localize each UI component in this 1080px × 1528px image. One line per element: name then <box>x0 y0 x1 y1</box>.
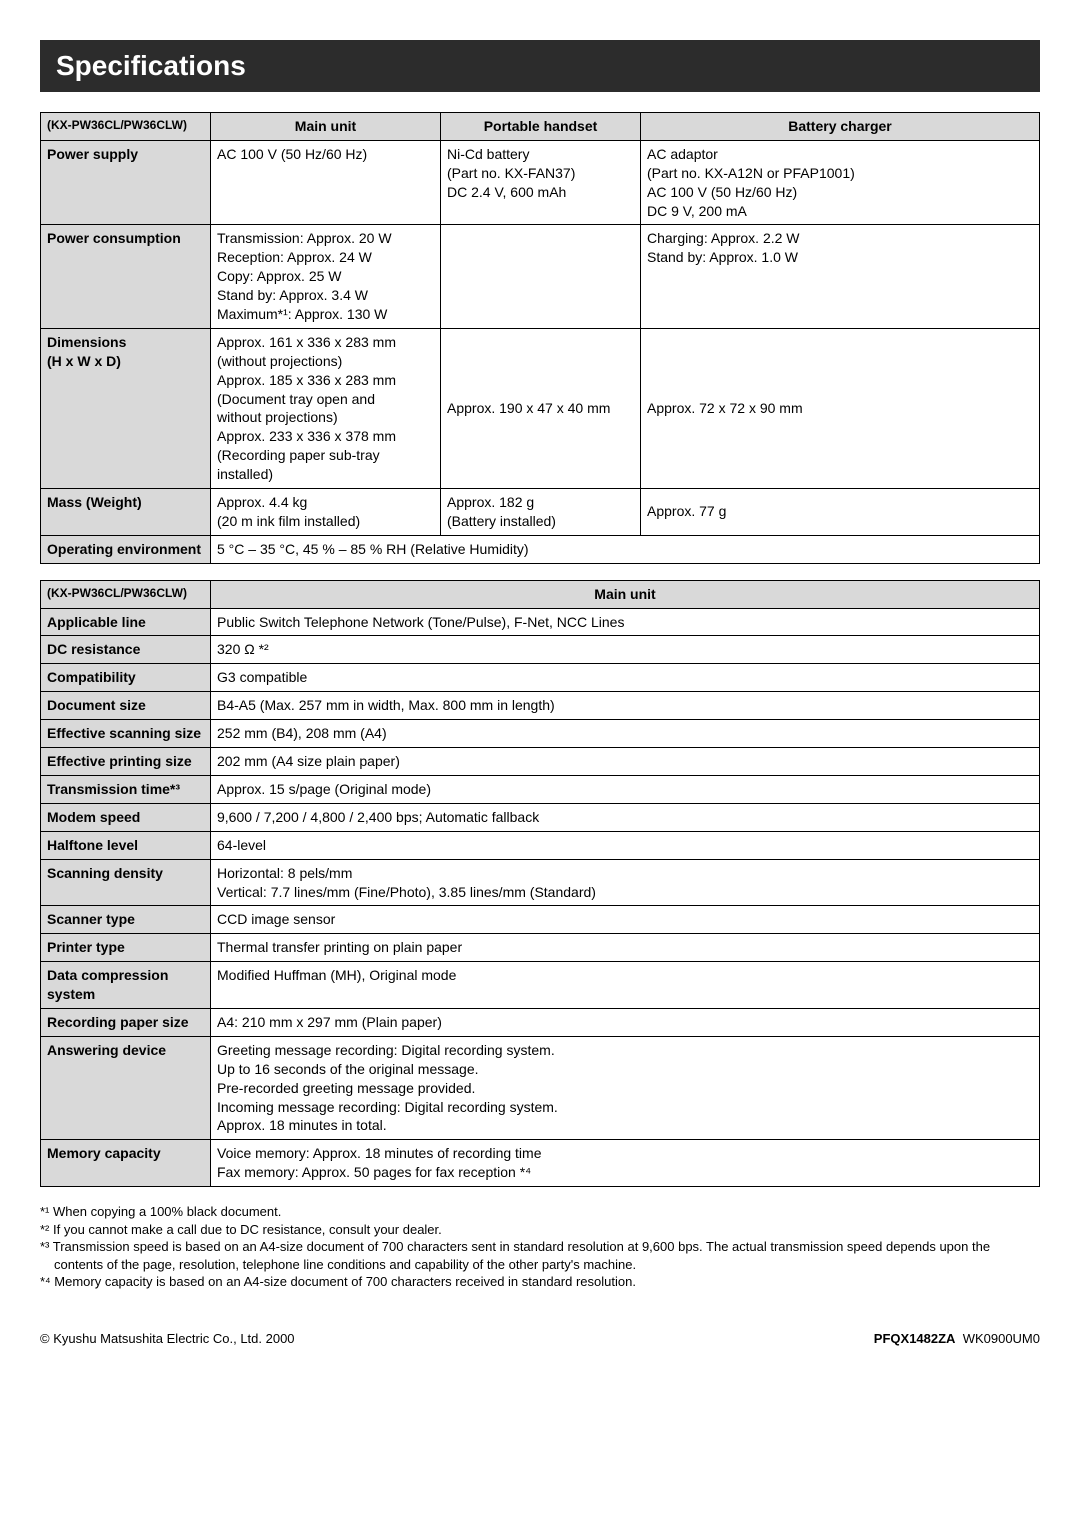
page-footer: © Kyushu Matsushita Electric Co., Ltd. 2… <box>40 1331 1040 1346</box>
t1-hdr-main: Main unit <box>211 113 441 141</box>
footnote: *² If you cannot make a call due to DC r… <box>40 1221 1040 1239</box>
t1-hdr-port: Portable handset <box>441 113 641 141</box>
row-label: Modem speed <box>41 803 211 831</box>
t1-hdr-batt: Battery charger <box>641 113 1040 141</box>
table-row: Recording paper sizeA4: 210 mm x 297 mm … <box>41 1008 1040 1036</box>
row-label: Scanning density <box>41 859 211 906</box>
row-label: Dimensions (H x W x D) <box>41 328 211 488</box>
table-row: Effective printing size202 mm (A4 size p… <box>41 748 1040 776</box>
table-row: Transmission time*³Approx. 15 s/page (Or… <box>41 775 1040 803</box>
row-value: Charging: Approx. 2.2 W Stand by: Approx… <box>641 225 1040 328</box>
table-row: Dimensions (H x W x D) Approx. 161 x 336… <box>41 328 1040 488</box>
table-row: Memory capacityVoice memory: Approx. 18 … <box>41 1140 1040 1187</box>
row-label: Power supply <box>41 140 211 225</box>
table-row: Effective scanning size252 mm (B4), 208 … <box>41 720 1040 748</box>
row-value: Approx. 72 x 72 x 90 mm <box>641 328 1040 488</box>
row-label: Scanner type <box>41 906 211 934</box>
row-value <box>441 225 641 328</box>
spec-table-1: (KX-PW36CL/PW36CLW) Main unit Portable h… <box>40 112 1040 564</box>
row-label: Power consumption <box>41 225 211 328</box>
table-row: Mass (Weight) Approx. 4.4 kg (20 m ink f… <box>41 489 1040 536</box>
row-label: Compatibility <box>41 664 211 692</box>
table-row: Power consumption Transmission: Approx. … <box>41 225 1040 328</box>
table-row: Data compression systemModified Huffman … <box>41 962 1040 1009</box>
row-label: Recording paper size <box>41 1008 211 1036</box>
row-value: Public Switch Telephone Network (Tone/Pu… <box>211 608 1040 636</box>
t2-model: (KX-PW36CL/PW36CLW) <box>41 580 211 608</box>
row-value: CCD image sensor <box>211 906 1040 934</box>
row-value: 64-level <box>211 831 1040 859</box>
row-value: Voice memory: Approx. 18 minutes of reco… <box>211 1140 1040 1187</box>
table-row: CompatibilityG3 compatible <box>41 664 1040 692</box>
row-value: Horizontal: 8 pels/mm Vertical: 7.7 line… <box>211 859 1040 906</box>
row-value: Approx. 4.4 kg (20 m ink film installed) <box>211 489 441 536</box>
t1-model: (KX-PW36CL/PW36CLW) <box>41 113 211 141</box>
row-label: Effective scanning size <box>41 720 211 748</box>
table-row: Applicable linePublic Switch Telephone N… <box>41 608 1040 636</box>
row-value: 5 °C – 35 °C, 45 % – 85 % RH (Relative H… <box>211 535 1040 563</box>
table-row: Halftone level64-level <box>41 831 1040 859</box>
row-value: AC 100 V (50 Hz/60 Hz) <box>211 140 441 225</box>
row-label: Operating environment <box>41 535 211 563</box>
row-value: Approx. 182 g (Battery installed) <box>441 489 641 536</box>
spec-table-2: (KX-PW36CL/PW36CLW) Main unit Applicable… <box>40 580 1040 1187</box>
table-row: Scanning densityHorizontal: 8 pels/mm Ve… <box>41 859 1040 906</box>
row-label: Halftone level <box>41 831 211 859</box>
footnote: *¹ When copying a 100% black document. <box>40 1203 1040 1221</box>
footer-doc-code: PFQX1482ZA WK0900UM0 <box>874 1331 1040 1346</box>
table-row: DC resistance320 Ω *² <box>41 636 1040 664</box>
row-label: Printer type <box>41 934 211 962</box>
row-value: Modified Huffman (MH), Original mode <box>211 962 1040 1009</box>
table-row: Answering deviceGreeting message recordi… <box>41 1036 1040 1139</box>
row-value: Approx. 161 x 336 x 283 mm (without proj… <box>211 328 441 488</box>
table-row: Operating environment 5 °C – 35 °C, 45 %… <box>41 535 1040 563</box>
page-title: Specifications <box>40 40 1040 92</box>
row-value: Transmission: Approx. 20 W Reception: Ap… <box>211 225 441 328</box>
table-row: Modem speed9,600 / 7,200 / 4,800 / 2,400… <box>41 803 1040 831</box>
row-label: Effective printing size <box>41 748 211 776</box>
row-value: 9,600 / 7,200 / 4,800 / 2,400 bps; Autom… <box>211 803 1040 831</box>
row-label: Data compression system <box>41 962 211 1009</box>
footnote: *⁴ Memory capacity is based on an A4-siz… <box>40 1273 1040 1291</box>
row-value: Approx. 190 x 47 x 40 mm <box>441 328 641 488</box>
row-label: Answering device <box>41 1036 211 1139</box>
footer-copyright: © Kyushu Matsushita Electric Co., Ltd. 2… <box>40 1331 295 1346</box>
footnotes: *¹ When copying a 100% black document.*²… <box>40 1203 1040 1291</box>
row-value: 252 mm (B4), 208 mm (A4) <box>211 720 1040 748</box>
row-value: G3 compatible <box>211 664 1040 692</box>
footnote: *³ Transmission speed is based on an A4-… <box>40 1238 1040 1273</box>
t2-hdr-main: Main unit <box>211 580 1040 608</box>
row-value: Thermal transfer printing on plain paper <box>211 934 1040 962</box>
row-value: Approx. 15 s/page (Original mode) <box>211 775 1040 803</box>
row-value: B4-A5 (Max. 257 mm in width, Max. 800 mm… <box>211 692 1040 720</box>
table-row: Printer typeThermal transfer printing on… <box>41 934 1040 962</box>
row-label: Applicable line <box>41 608 211 636</box>
row-value: 202 mm (A4 size plain paper) <box>211 748 1040 776</box>
row-label: Transmission time*³ <box>41 775 211 803</box>
row-label: Document size <box>41 692 211 720</box>
row-label: Mass (Weight) <box>41 489 211 536</box>
row-value: Ni-Cd battery (Part no. KX-FAN37) DC 2.4… <box>441 140 641 225</box>
table-row: Scanner typeCCD image sensor <box>41 906 1040 934</box>
row-value: AC adaptor (Part no. KX-A12N or PFAP1001… <box>641 140 1040 225</box>
row-label: Memory capacity <box>41 1140 211 1187</box>
row-value: A4: 210 mm x 297 mm (Plain paper) <box>211 1008 1040 1036</box>
row-label: DC resistance <box>41 636 211 664</box>
row-value: Greeting message recording: Digital reco… <box>211 1036 1040 1139</box>
row-value: 320 Ω *² <box>211 636 1040 664</box>
row-value: Approx. 77 g <box>641 489 1040 536</box>
table-row: Power supply AC 100 V (50 Hz/60 Hz) Ni-C… <box>41 140 1040 225</box>
table-row: Document sizeB4-A5 (Max. 257 mm in width… <box>41 692 1040 720</box>
